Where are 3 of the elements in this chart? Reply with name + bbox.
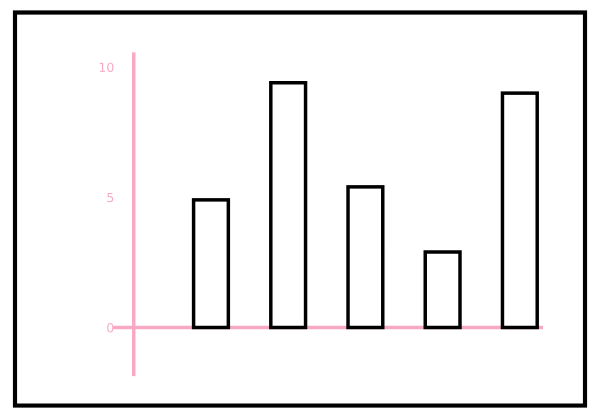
y-tick-label: 5 xyxy=(107,192,114,202)
y-tick-label: 10 xyxy=(100,62,114,72)
y-tick-label: 0 xyxy=(107,322,114,332)
